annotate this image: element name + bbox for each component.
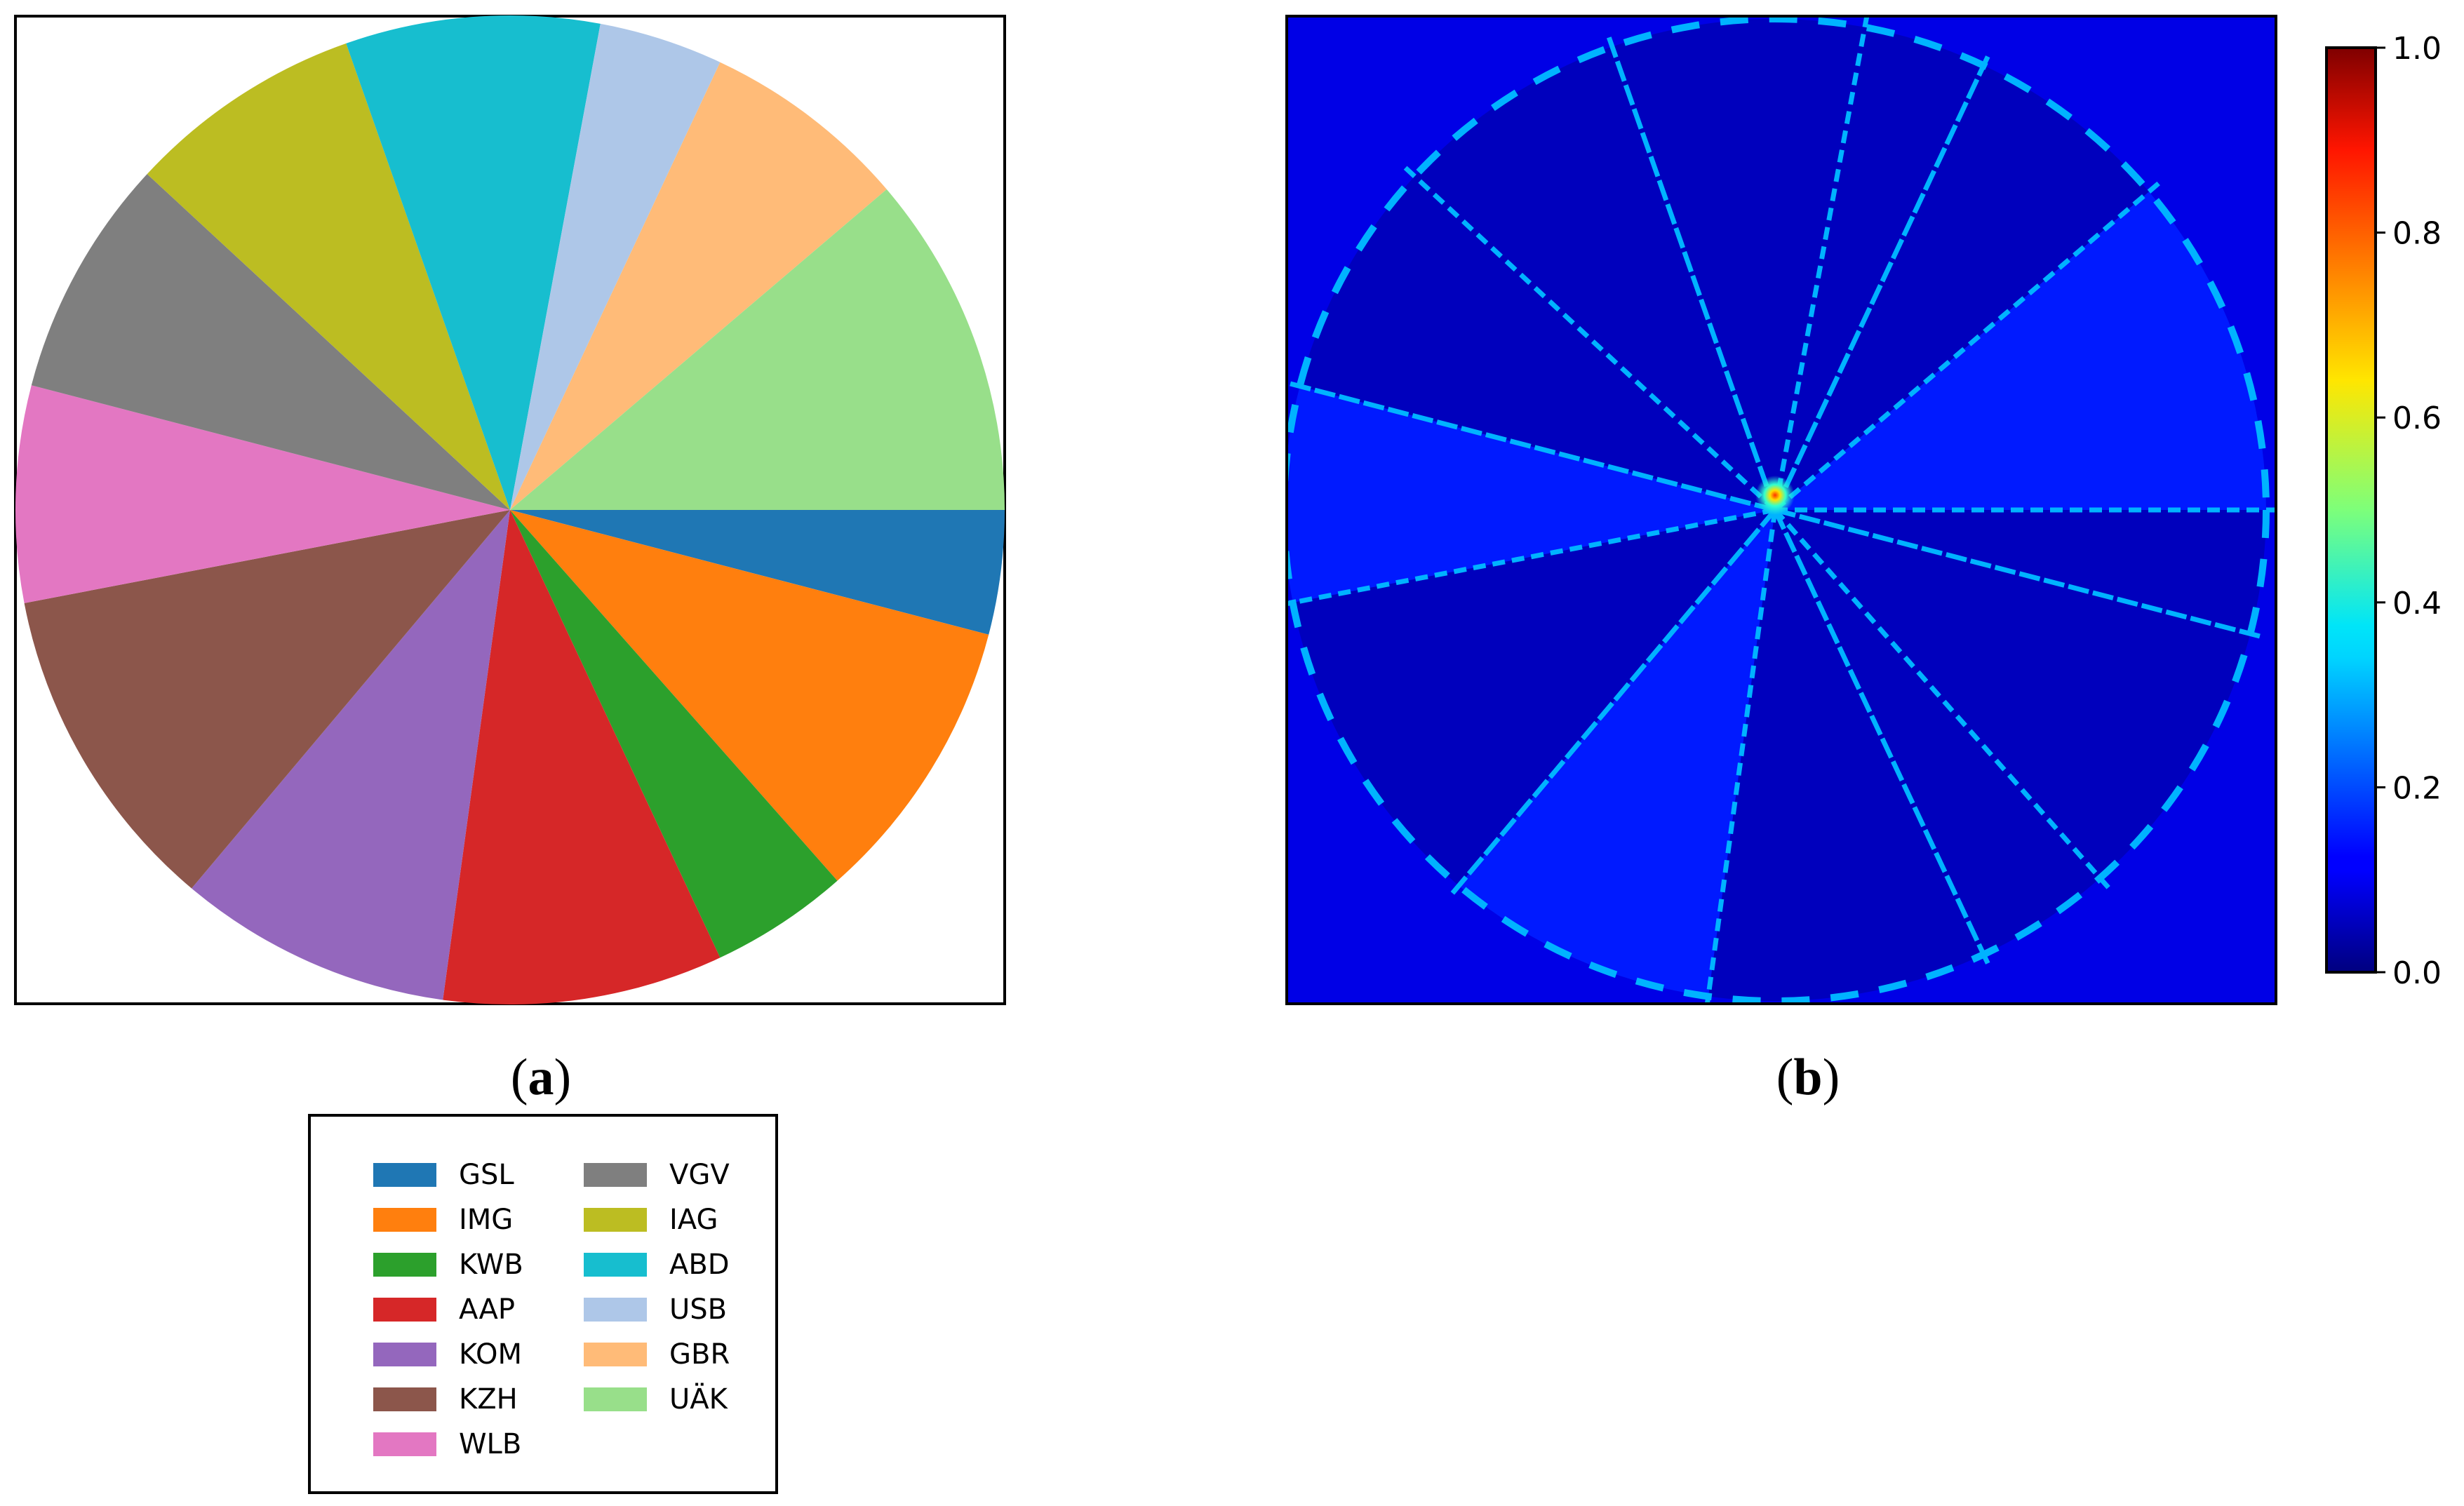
- pie-slice-usb: [510, 23, 721, 510]
- heatmap-panel: [1285, 15, 2277, 1005]
- heatmap-edge-12: [1773, 180, 2162, 512]
- heatmap-edge-6: [1287, 507, 1776, 607]
- legend-label-kom: KOM: [459, 1338, 522, 1371]
- legend-swatch-vgv: [584, 1163, 647, 1187]
- legend-swatch-gbr: [584, 1343, 647, 1366]
- pie-slice-wlb: [15, 385, 510, 603]
- legend-label-kzh: KZH: [459, 1383, 518, 1416]
- legend-label-aap: AAP: [459, 1293, 515, 1326]
- pie-chart-panel: [14, 15, 1006, 1005]
- heatmap-sector-6: [1287, 386, 1775, 603]
- legend-swatch-aap: [373, 1298, 436, 1322]
- legend-swatch-kzh: [373, 1387, 436, 1411]
- pie-slice-kzh: [24, 510, 511, 889]
- colorbar-tick-label: 0.6: [2392, 401, 2442, 436]
- panel-a-label: (a): [511, 1049, 571, 1106]
- legend-swatch-img: [373, 1208, 436, 1232]
- legend-swatch-usb: [584, 1298, 647, 1322]
- legend-label-kwb: KWB: [459, 1249, 523, 1281]
- legend-label-iag: IAG: [669, 1204, 718, 1236]
- heatmap-peak: [1755, 476, 1795, 515]
- legend-swatch-uäk: [584, 1387, 647, 1411]
- heatmap-edge-5: [1447, 508, 1777, 899]
- legend-swatch-kwb: [373, 1253, 436, 1277]
- pie-legend: GSL IMG KWB AAP KOM KZH WLB VGV IAG ABD USB GBR UÄK: [308, 1114, 778, 1494]
- pie-slice-gsl: [510, 510, 1005, 635]
- pie-slices: [15, 15, 1005, 1005]
- pie-slice-uäk: [510, 189, 1005, 510]
- colorbar-ticks: 0.0 0.2 0.4 0.6 0.8 1.0: [2376, 31, 2442, 991]
- pie-slice-img: [510, 510, 989, 881]
- pie-slice-iag: [147, 43, 510, 510]
- legend-label-abd: ABD: [669, 1249, 730, 1281]
- legend-label-img: IMG: [459, 1204, 513, 1236]
- legend-swatch-iag: [584, 1208, 647, 1232]
- pie-slice-aap: [443, 510, 721, 1005]
- heatmap-rim: [1287, 16, 2270, 1004]
- heatmap-frame: [1285, 15, 2277, 1005]
- pie-slice-abd: [346, 15, 601, 511]
- legend-swatch-kom: [373, 1343, 436, 1366]
- pie-slice-kwb: [510, 510, 838, 958]
- legend-label-usb: USB: [669, 1293, 727, 1326]
- panel-a-letter: a: [528, 1049, 554, 1106]
- panel-b-letter: b: [1793, 1049, 1822, 1106]
- legend-label-vgv: VGV: [669, 1159, 730, 1191]
- heatmap-edge-2: [1773, 508, 2112, 891]
- pie-slice-vgv: [31, 174, 511, 510]
- colorbar: 0.0 0.2 0.4 0.6 0.8 1.0: [2325, 31, 2442, 991]
- legend-label-uäk: UÄK: [669, 1382, 729, 1416]
- heatmap-edge-8: [1402, 165, 1777, 512]
- colorbar-gradient: [2325, 46, 2377, 974]
- pie-slice-kom: [192, 510, 510, 1000]
- heatmap-edge-1: [1774, 507, 2265, 640]
- legend-label-gsl: GSL: [459, 1159, 514, 1191]
- heatmap-boundary-edges: [1287, 16, 2276, 1004]
- legend-swatch-gsl: [373, 1163, 436, 1187]
- legend-entries: GSL IMG KWB AAP KOM KZH WLB VGV IAG ABD USB GBR UÄK: [373, 1159, 730, 1460]
- legend-label-wlb: WLB: [459, 1428, 521, 1460]
- colorbar-tick-label: 0.0: [2392, 955, 2442, 991]
- pie-slice-gbr: [510, 62, 887, 510]
- heatmap-edge-9: [1605, 32, 1778, 511]
- heatmap-bright-sectors: [1287, 191, 2266, 997]
- legend-swatch-wlb: [373, 1432, 436, 1456]
- colorbar-tick-label: 0.4: [2392, 586, 2442, 621]
- legend-swatch-abd: [584, 1253, 647, 1277]
- colorbar-tick-label: 1.0: [2392, 31, 2442, 67]
- heatmap-sector-4: [1459, 510, 1775, 997]
- heatmap-edge-10: [1772, 16, 1870, 511]
- panel-b-label: (b): [1776, 1049, 1840, 1106]
- legend-label-gbr: GBR: [669, 1338, 730, 1371]
- colorbar-tick-label: 0.8: [2392, 216, 2442, 252]
- heatmap-edge-11: [1772, 51, 1992, 511]
- heatmap-edge-7: [1287, 380, 1776, 513]
- heatmap-sector-12: [1775, 191, 2266, 510]
- heatmap-edge-4: [1704, 509, 1778, 1004]
- heatmap-edge-3: [1772, 509, 1992, 969]
- colorbar-tick-label: 0.2: [2392, 770, 2442, 806]
